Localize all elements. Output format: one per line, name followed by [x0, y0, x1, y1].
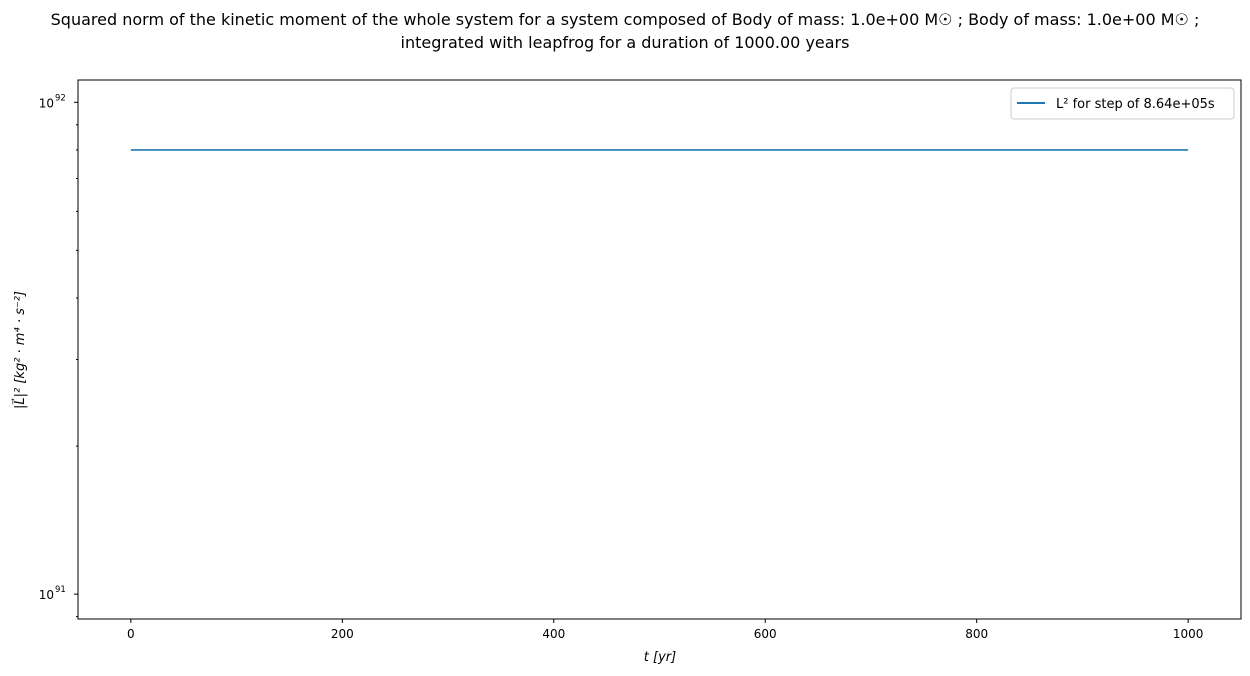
y-tick-label-exponent: 91 — [55, 585, 66, 595]
plot-frame — [77, 79, 1242, 620]
legend-label: L² for step of 8.64e+05s — [1056, 97, 1215, 112]
y-tick-label: 10 — [39, 588, 54, 602]
chart-title-line-2: integrated with leapfrog for a duration … — [400, 33, 850, 52]
y-tick-label: 10 — [39, 96, 54, 110]
y-tick-label-exponent: 92 — [55, 93, 66, 103]
y-axis-label: |L⃗|² [kg² · m⁴ · s⁻²] — [12, 291, 28, 409]
legend-box — [1010, 87, 1235, 120]
x-tick-label: 400 — [542, 627, 565, 641]
x-tick-label: 800 — [965, 627, 988, 641]
x-tick-label: 600 — [754, 627, 777, 641]
legend: L² for step of 8.64e+05s — [1010, 87, 1235, 120]
x-tick-label: 200 — [331, 627, 354, 641]
x-tick-label: 0 — [127, 627, 135, 641]
chart-title-line-1: Squared norm of the kinetic moment of th… — [50, 10, 1200, 29]
x-axis-label: t [yr] — [644, 650, 676, 665]
x-tick-label: 1000 — [1173, 627, 1204, 641]
